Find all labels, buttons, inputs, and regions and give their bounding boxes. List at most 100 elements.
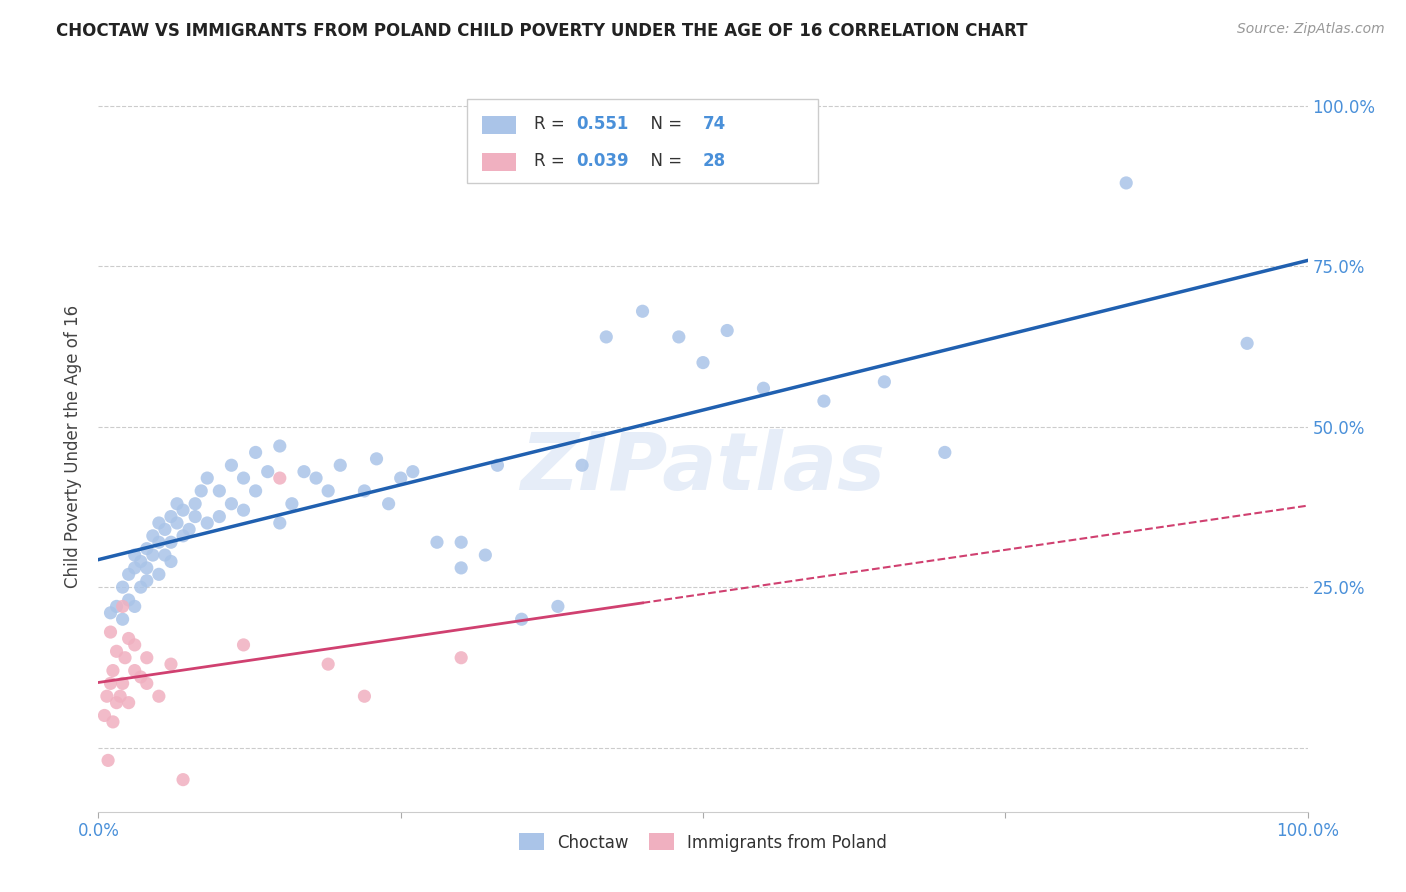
Point xyxy=(148,535,170,549)
Point xyxy=(160,535,183,549)
Point xyxy=(668,330,690,344)
Text: CHOCTAW VS IMMIGRANTS FROM POLAND CHILD POVERTY UNDER THE AGE OF 16 CORRELATION : CHOCTAW VS IMMIGRANTS FROM POLAND CHILD … xyxy=(56,22,1028,40)
Point xyxy=(1236,336,1258,351)
Point xyxy=(269,471,291,485)
Point xyxy=(111,599,134,614)
Point xyxy=(232,503,254,517)
Text: 28: 28 xyxy=(703,152,725,169)
Point xyxy=(221,497,243,511)
Point xyxy=(450,650,472,665)
Point xyxy=(256,465,278,479)
Point xyxy=(571,458,593,473)
Point xyxy=(160,554,183,568)
Point xyxy=(108,690,131,704)
Point xyxy=(101,714,124,729)
Point xyxy=(281,497,304,511)
Point xyxy=(353,483,375,498)
Point xyxy=(142,548,165,562)
Point xyxy=(316,657,339,672)
Point xyxy=(124,664,146,678)
Text: R =: R = xyxy=(534,115,569,133)
Point xyxy=(111,612,134,626)
Point xyxy=(135,574,157,588)
Point xyxy=(114,650,136,665)
Point xyxy=(547,599,569,614)
Point xyxy=(135,541,157,556)
Point xyxy=(692,355,714,369)
Point xyxy=(97,753,120,767)
Point xyxy=(716,324,738,338)
Point xyxy=(813,394,835,409)
Point xyxy=(160,509,183,524)
Point xyxy=(195,516,218,530)
Point xyxy=(129,670,152,684)
Point xyxy=(232,471,254,485)
Text: N =: N = xyxy=(640,115,688,133)
Point xyxy=(172,529,194,543)
Text: Source: ZipAtlas.com: Source: ZipAtlas.com xyxy=(1237,22,1385,37)
Text: 74: 74 xyxy=(703,115,727,133)
Point xyxy=(118,593,141,607)
Point xyxy=(101,664,124,678)
Point xyxy=(595,330,617,344)
Point xyxy=(118,632,141,646)
Point xyxy=(269,439,291,453)
Point xyxy=(124,599,146,614)
Point xyxy=(510,612,533,626)
Point xyxy=(631,304,654,318)
Point xyxy=(111,580,134,594)
Point xyxy=(245,445,267,459)
Point xyxy=(135,561,157,575)
Point xyxy=(166,516,188,530)
Point xyxy=(124,638,146,652)
Point xyxy=(752,381,775,395)
Point xyxy=(184,497,207,511)
Text: 0.039: 0.039 xyxy=(576,152,628,169)
Point xyxy=(426,535,449,549)
Point xyxy=(305,471,328,485)
Point xyxy=(474,548,496,562)
Point xyxy=(153,548,176,562)
Point xyxy=(160,657,183,672)
Point xyxy=(179,523,201,537)
Point xyxy=(208,509,231,524)
FancyBboxPatch shape xyxy=(482,116,516,135)
Point xyxy=(329,458,352,473)
Point xyxy=(389,471,412,485)
Point xyxy=(292,465,315,479)
Point xyxy=(100,676,122,690)
Text: N =: N = xyxy=(640,152,688,169)
Point xyxy=(129,580,152,594)
Point xyxy=(873,375,896,389)
Point xyxy=(353,690,375,704)
Point xyxy=(269,516,291,530)
Point xyxy=(105,696,128,710)
Point xyxy=(1115,176,1137,190)
Point xyxy=(172,503,194,517)
Point xyxy=(450,561,472,575)
Point xyxy=(124,548,146,562)
Legend: Choctaw, Immigrants from Poland: Choctaw, Immigrants from Poland xyxy=(512,827,894,858)
Point xyxy=(105,599,128,614)
Point xyxy=(96,690,118,704)
Point xyxy=(208,483,231,498)
Point xyxy=(135,676,157,690)
Point xyxy=(148,567,170,582)
Point xyxy=(100,606,122,620)
Point xyxy=(232,638,254,652)
Text: R =: R = xyxy=(534,152,569,169)
Point xyxy=(142,529,165,543)
Point xyxy=(316,483,339,498)
Point xyxy=(148,690,170,704)
Point xyxy=(118,567,141,582)
Point xyxy=(105,644,128,658)
Point xyxy=(118,696,141,710)
Point xyxy=(221,458,243,473)
Point xyxy=(153,523,176,537)
Point xyxy=(377,497,399,511)
Point xyxy=(148,516,170,530)
Point xyxy=(172,772,194,787)
FancyBboxPatch shape xyxy=(467,99,818,183)
Point xyxy=(195,471,218,485)
Point xyxy=(402,465,425,479)
